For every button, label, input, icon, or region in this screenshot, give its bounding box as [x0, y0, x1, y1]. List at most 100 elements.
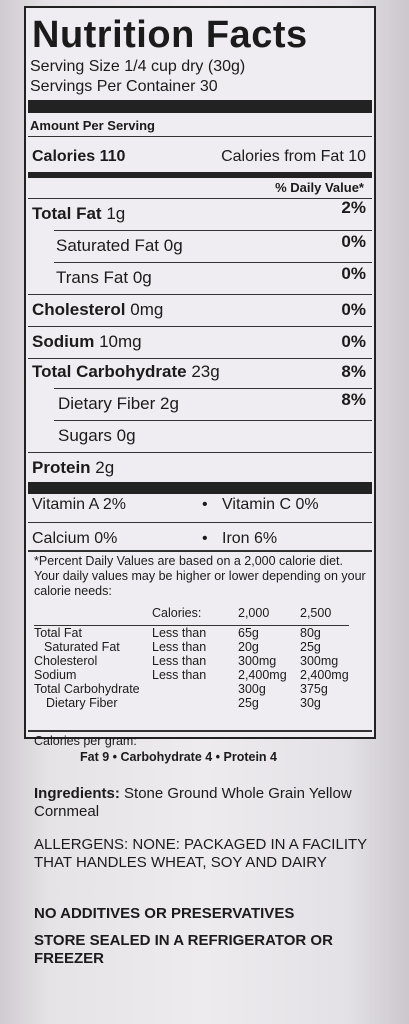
- nutrient-row-trans-fat: Trans Fat 0g 0%: [56, 264, 366, 298]
- divider: [54, 388, 372, 389]
- vitamin-a: Vitamin A 2%: [32, 496, 126, 513]
- calories-from-fat: Calories from Fat 10: [221, 148, 366, 165]
- ingredients-text: Stone Ground Whole Grain Yellow Cornmeal: [34, 785, 352, 820]
- nutrient-name: Total Carbohydrate: [32, 362, 187, 381]
- nutrient-pct: 2%: [341, 198, 366, 217]
- nutrient-pct: 0%: [341, 232, 366, 251]
- nutrient-name: Sugars: [58, 426, 112, 445]
- ingredients: Ingredients: Stone Ground Whole Grain Ye…: [34, 785, 389, 821]
- calcium: Calcium 0%: [32, 530, 118, 547]
- allergens-statement: ALLERGENS: NONE: PACKAGED IN A FACILITY …: [34, 836, 367, 871]
- table-cell: 2,400mg: [238, 668, 287, 682]
- table-row: Cholesterol Less than 300mg 300mg: [34, 654, 349, 668]
- nutrient-pct: 0%: [341, 300, 366, 319]
- nutrient-amount: 2g: [160, 394, 179, 413]
- nutrient-name: Cholesterol: [32, 300, 126, 319]
- table-cell: Less than: [152, 654, 207, 668]
- table-header-cell: 2,000: [238, 606, 270, 620]
- nutrient-amount: 23g: [191, 362, 220, 381]
- table-row: Total Fat Less than 65g 80g: [34, 626, 349, 640]
- nutrient-amount: 0g: [132, 268, 152, 287]
- divider: [54, 230, 372, 231]
- serving-size: Serving Size 1/4 cup dry (30g): [30, 58, 246, 75]
- nutrient-pct: 8%: [341, 390, 366, 409]
- divider: [28, 294, 372, 295]
- nutrient-amount: 0g: [163, 236, 183, 255]
- nutrient-row-total-carbohydrate: Total Carbohydrate 23g 8%: [32, 362, 366, 392]
- nutrient-row-protein: Protein 2g: [32, 458, 366, 488]
- table-cell: Dietary Fiber: [46, 696, 118, 710]
- table-row: Sodium Less than 2,400mg 2,400mg: [34, 668, 349, 682]
- daily-value-table: Calories: 2,000 2,500 Total Fat Less tha…: [34, 606, 349, 710]
- table-cell: 300g: [238, 682, 266, 696]
- vitamin-c: Vitamin C 0%: [222, 496, 319, 513]
- nutrient-name: Sodium: [32, 332, 95, 351]
- divider: [28, 198, 372, 199]
- calories: Calories 110: [32, 148, 126, 165]
- table-cell: 20g: [238, 640, 259, 654]
- divider: [28, 550, 372, 552]
- servings-per-container: Servings Per Container 30: [30, 78, 218, 95]
- table-cell: 2,400mg: [300, 668, 349, 682]
- table-cell: Less than: [152, 640, 207, 654]
- table-header-cell: 2,500: [300, 606, 332, 620]
- divider: [28, 730, 372, 732]
- table-cell: Less than: [152, 668, 207, 682]
- table-cell: 30g: [300, 696, 321, 710]
- nutrient-row-cholesterol: Cholesterol 0mg 0%: [32, 300, 366, 330]
- daily-value-header: % Daily Value*: [275, 180, 364, 195]
- bullet: •: [202, 496, 208, 513]
- divider: [54, 262, 372, 263]
- calories-per-gram: Calories per gram:: [34, 734, 137, 748]
- table-cell: 65g: [238, 626, 259, 640]
- nutrient-row-dietary-fiber: Dietary Fiber 2g 8%: [58, 390, 366, 424]
- ingredients-label: Ingredients:: [34, 785, 120, 802]
- amount-per-serving: Amount Per Serving: [30, 118, 155, 133]
- table-row: Dietary Fiber 25g 30g: [34, 696, 349, 710]
- nutrient-row-sodium: Sodium 10mg 0%: [32, 332, 366, 362]
- divider: [28, 522, 372, 523]
- per-gram-values: Fat 9 • Carbohydrate 4 • Protein 4: [80, 750, 277, 764]
- nutrient-pct: 8%: [341, 362, 366, 381]
- nutrient-pct: 0%: [341, 332, 366, 351]
- bullet: •: [202, 530, 208, 547]
- nutrient-row-saturated-fat: Saturated Fat 0g 0%: [56, 232, 366, 266]
- table-cell: Total Carbohydrate: [34, 682, 140, 696]
- table-cell: 80g: [300, 626, 321, 640]
- calories-row: Calories 110 Calories from Fat 10: [32, 148, 366, 178]
- divider: [28, 326, 372, 327]
- divider: [54, 420, 372, 421]
- divider: [28, 452, 372, 453]
- no-additives-statement: NO ADDITIVES OR PRESERVATIVES: [34, 905, 295, 922]
- storage-instructions: STORE SEALED IN A REFRIGERATOR OR FREEZE…: [34, 932, 333, 967]
- table-cell: Total Fat: [34, 626, 82, 640]
- table-cell: Cholesterol: [34, 654, 98, 668]
- nutrient-name: Trans Fat: [56, 268, 129, 287]
- iron: Iron 6%: [222, 530, 278, 547]
- nutrient-amount: 10mg: [99, 332, 142, 351]
- table-cell: 300mg: [238, 654, 277, 668]
- divider: [28, 358, 372, 359]
- nutrient-amount: 0g: [116, 426, 136, 445]
- table-cell: Saturated Fat: [44, 640, 120, 654]
- table-cell: Less than: [152, 626, 207, 640]
- divider: [28, 136, 372, 137]
- table-header-cell: Calories:: [152, 606, 202, 620]
- nutrient-name: Saturated Fat: [56, 236, 160, 255]
- thick-bar: [28, 482, 372, 494]
- label-title: Nutrition Facts: [32, 14, 308, 56]
- nutrient-row-total-fat: Total Fat 1g 2%: [32, 198, 366, 234]
- nutrient-name: Protein: [32, 458, 91, 477]
- nutrient-amount: 2g: [95, 458, 115, 477]
- table-header: Calories: 2,000 2,500: [34, 606, 349, 620]
- table-cell: 300mg: [300, 654, 339, 668]
- thick-bar: [28, 100, 372, 113]
- nutrient-amount: 0mg: [130, 300, 164, 319]
- medium-bar: [28, 172, 372, 178]
- table-cell: 375g: [300, 682, 328, 696]
- table-row: Saturated Fat Less than 20g 25g: [34, 640, 349, 654]
- nutrient-pct: 0%: [341, 264, 366, 283]
- nutrient-name: Dietary Fiber: [58, 394, 156, 413]
- table-cell: 25g: [238, 696, 259, 710]
- daily-value-footnote: *Percent Daily Values are based on a 2,0…: [34, 554, 366, 598]
